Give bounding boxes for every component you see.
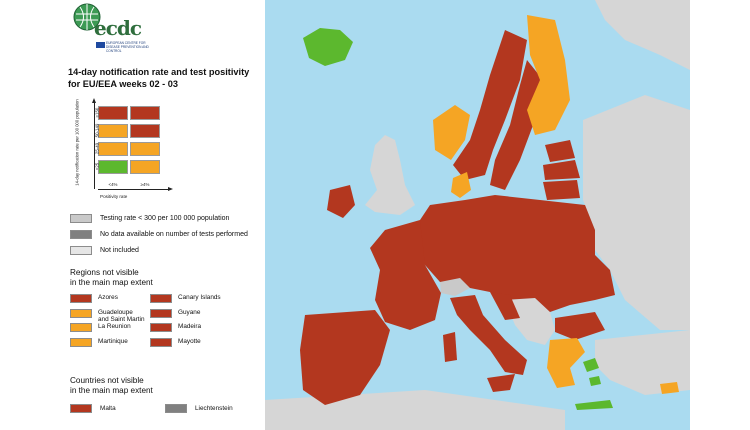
region-item-label: La Reunion — [98, 323, 131, 331]
risk-matrix: 14-day notification rate per 100 000 pop… — [98, 106, 164, 184]
legend-swatch — [70, 309, 92, 318]
legend-swatch — [150, 323, 172, 332]
matrix-cell — [130, 142, 160, 156]
map-crete — [575, 400, 613, 410]
matrix-y-tick: 50-149 — [95, 122, 100, 140]
region-item-label: Mayotte — [178, 338, 201, 346]
map-greece — [547, 338, 585, 388]
eu-flag-icon — [96, 42, 105, 48]
logo-wordmark: ecdc — [94, 16, 141, 40]
map-uk — [365, 135, 415, 215]
country-item-label: Malta — [100, 405, 116, 412]
legend-swatch — [150, 294, 172, 303]
map-non-eu-north — [595, 0, 690, 70]
matrix-cell — [98, 142, 128, 156]
legend-swatch — [165, 404, 187, 413]
matrix-y-arrow — [92, 98, 96, 103]
map-lithuania — [543, 180, 580, 200]
map-sardinia — [443, 332, 457, 362]
map-iceland — [303, 28, 353, 66]
legend-testing-rate-label: Testing rate < 300 per 100 000 populatio… — [100, 215, 229, 222]
matrix-cell — [130, 124, 160, 138]
legend-no-data-label: No data available on number of tests per… — [100, 231, 248, 238]
legend-swatch — [70, 338, 92, 347]
matrix-cell — [130, 160, 160, 174]
legend-swatch — [70, 404, 92, 413]
legend-title-line2: for EU/EEA weeks 02 - 03 — [68, 78, 268, 90]
regions-heading-line2: in the main map extent — [70, 278, 153, 288]
map-iberia — [300, 310, 390, 405]
countries-heading: Countries not visible in the main map ex… — [70, 376, 153, 396]
countries-heading-line2: in the main map extent — [70, 386, 153, 396]
matrix-cell — [98, 160, 128, 174]
matrix-y-tick: <25 — [95, 158, 100, 176]
matrix-cell — [98, 106, 128, 120]
legend-swatch-dark-grey — [70, 230, 92, 239]
map-latvia — [543, 160, 580, 180]
legend-swatch — [150, 309, 172, 318]
region-item-label: Madeira — [178, 323, 201, 331]
region-item-label: Martinique — [98, 338, 128, 346]
matrix-cell — [130, 106, 160, 120]
legend-title: 14-day notification rate and test positi… — [68, 66, 268, 90]
matrix-y-tick: ≥150 — [95, 104, 100, 122]
map-sicily — [487, 374, 515, 392]
matrix-x-tick: <4% — [98, 182, 128, 187]
country-item-label: Liechtenstein — [195, 405, 233, 412]
legend-not-included-label: Not included — [100, 247, 139, 254]
legend-swatch-light-grey — [70, 246, 92, 255]
map-north-africa — [265, 390, 565, 430]
map-central-europe — [415, 195, 615, 312]
map-bulgaria — [555, 312, 605, 340]
map-panel — [265, 0, 690, 430]
legend-swatch-grey — [70, 214, 92, 223]
matrix-y-axis-label: 14-day notification rate per 100 000 pop… — [75, 98, 80, 188]
matrix-x-axis-label: Positivity rate — [100, 194, 127, 199]
legend-panel: ecdc EUROPEAN CENTRE FOR DISEASE PREVENT… — [60, 0, 265, 430]
map-ireland — [327, 185, 355, 218]
map-estonia — [545, 140, 575, 162]
matrix-x-tick: ≥4% — [130, 182, 160, 187]
legend-swatch — [150, 338, 172, 347]
legend-swatch — [70, 323, 92, 332]
map-cyprus — [660, 382, 679, 394]
region-item-label: Guyane — [178, 309, 200, 317]
ecdc-logo: ecdc EUROPEAN CENTRE FOR DISEASE PREVENT… — [72, 2, 142, 54]
countries-heading-line1: Countries not visible — [70, 376, 153, 386]
matrix-x-axis — [98, 189, 170, 190]
logo-subtext: EUROPEAN CENTRE FOR DISEASE PREVENTION A… — [106, 42, 152, 53]
legend-title-line1: 14-day notification rate and test positi… — [68, 66, 268, 78]
region-item-label: Canary Islands — [178, 294, 221, 302]
region-item-label: Guadeloupe and Saint Martin — [98, 309, 145, 324]
regions-heading: Regions not visible in the main map exte… — [70, 268, 153, 288]
matrix-y-tick: 25-49 — [95, 140, 100, 158]
region-item-label: Azores — [98, 294, 118, 302]
matrix-cell — [98, 124, 128, 138]
europe-map — [265, 0, 690, 430]
regions-heading-line1: Regions not visible — [70, 268, 153, 278]
matrix-x-arrow — [168, 187, 173, 191]
legend-swatch — [70, 294, 92, 303]
